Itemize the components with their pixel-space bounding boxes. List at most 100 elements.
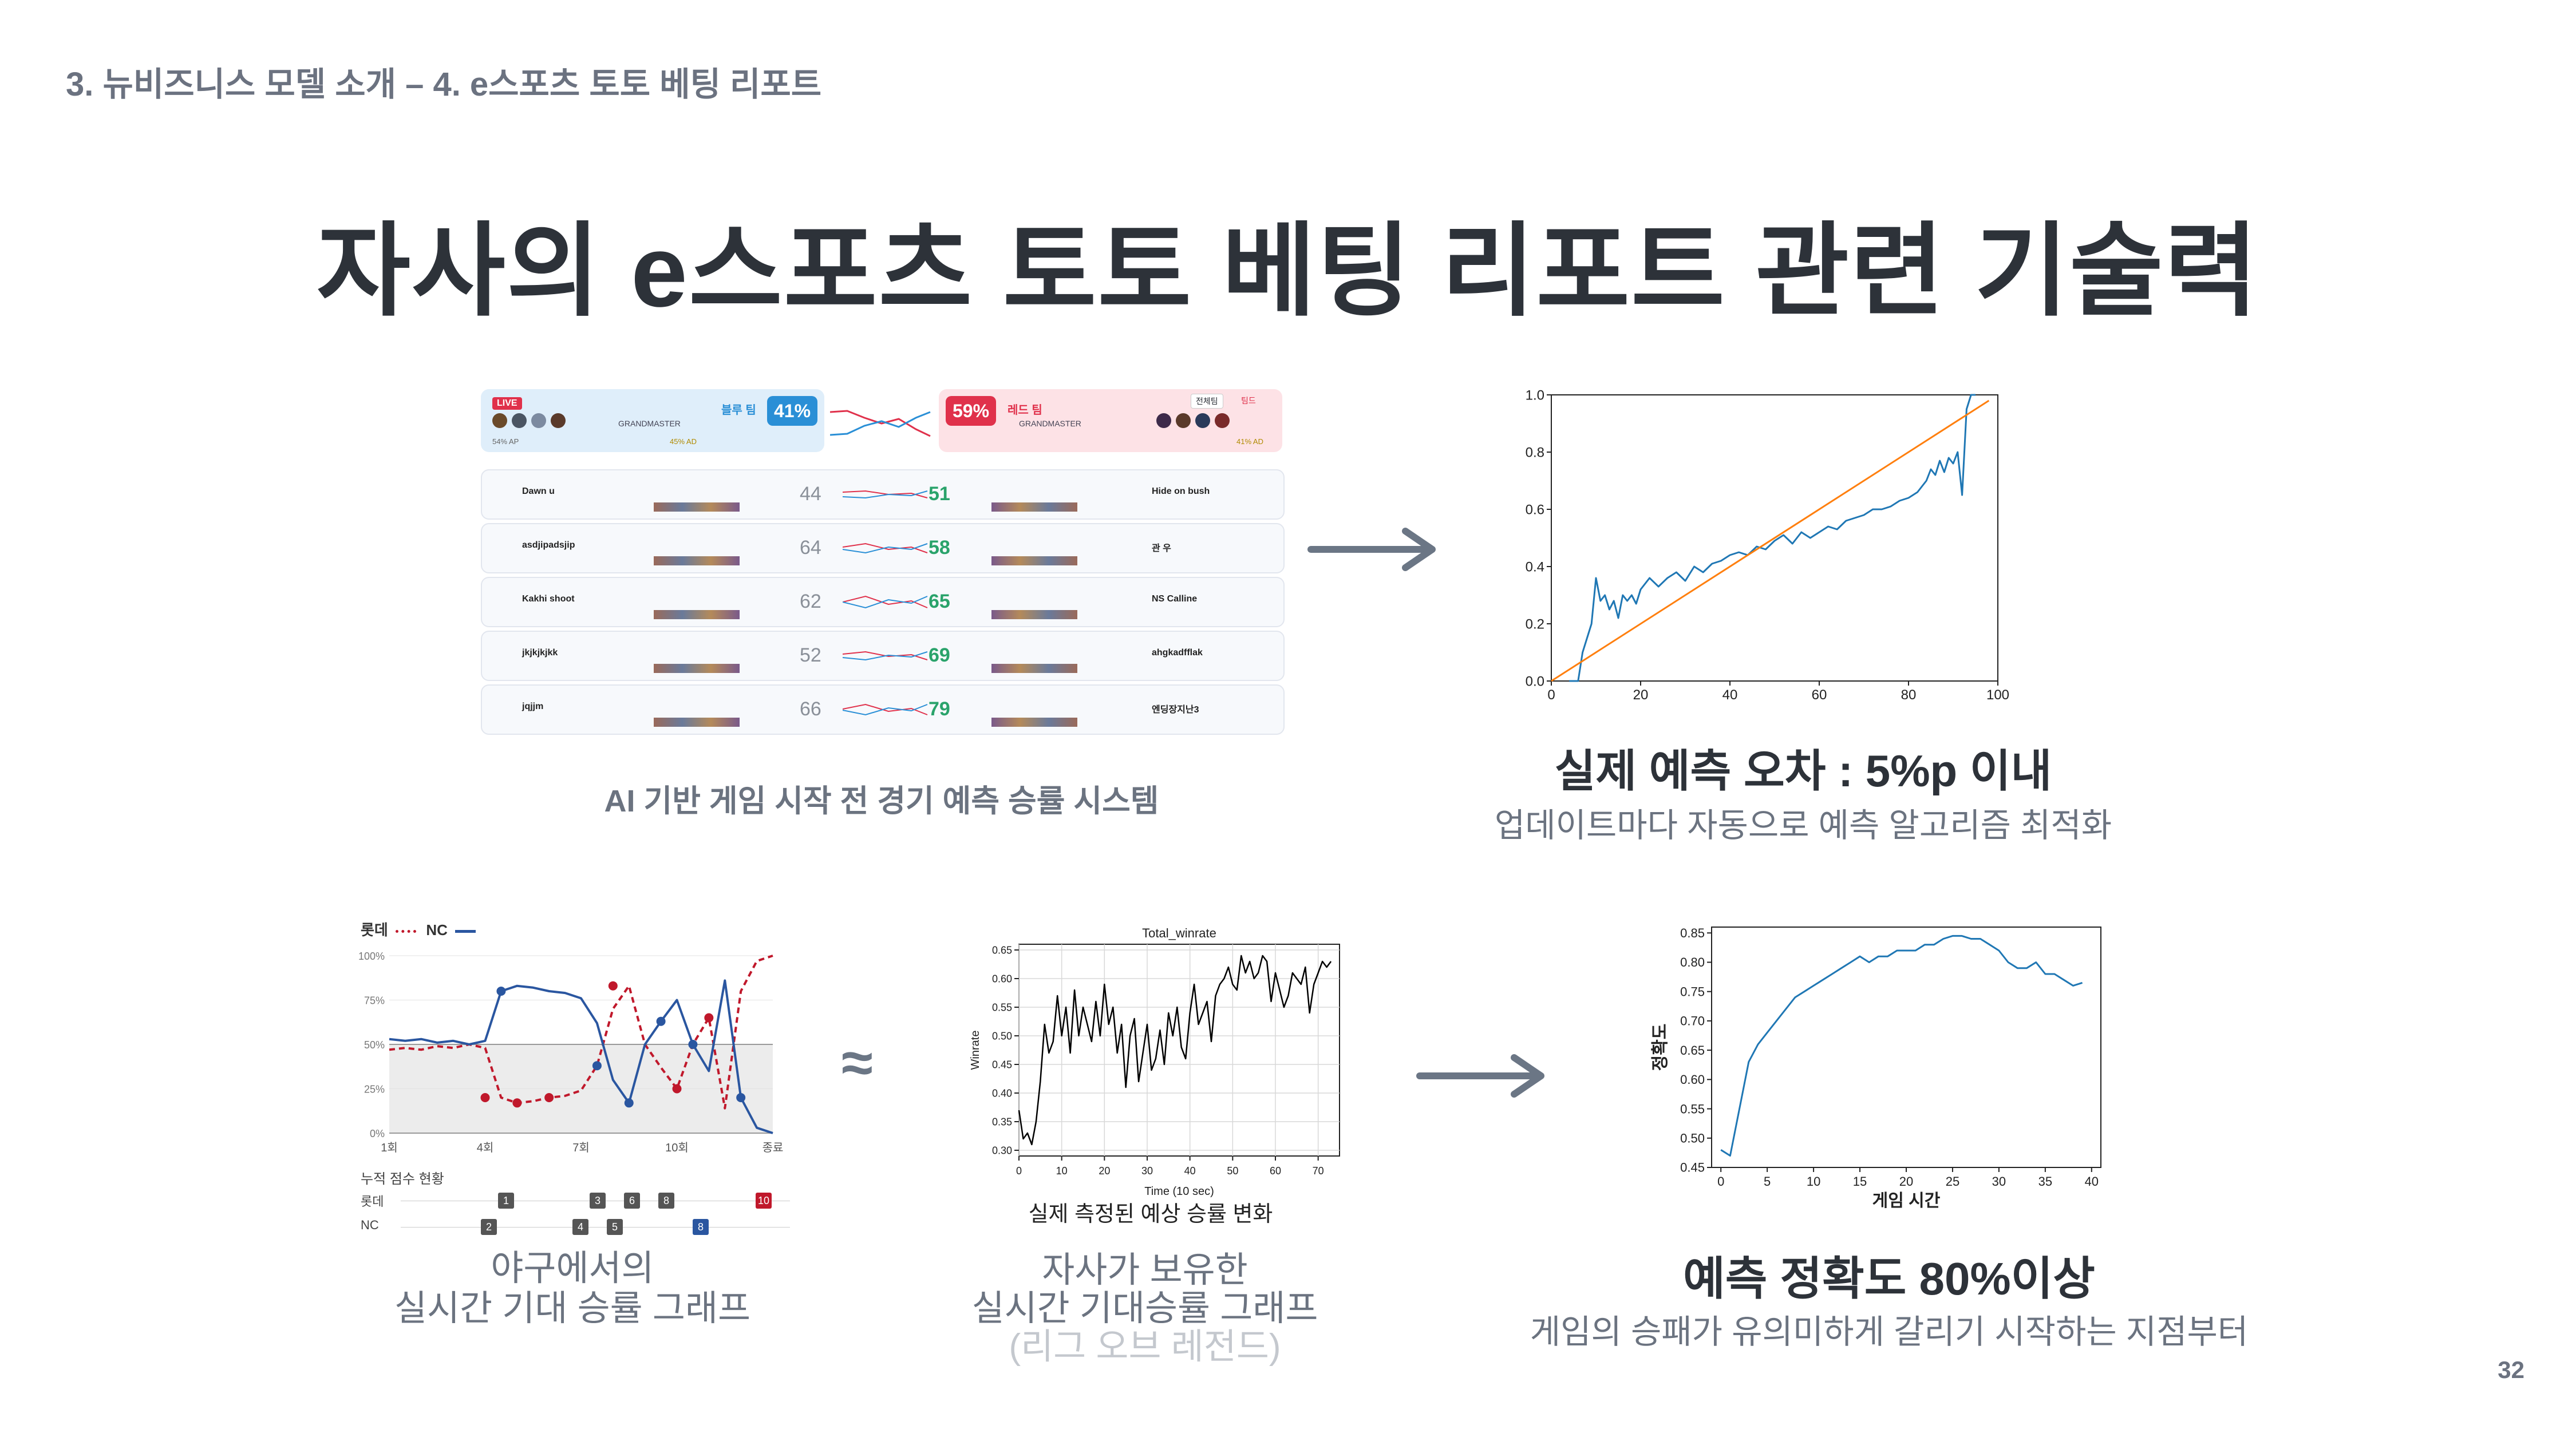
y-tick-label: 0.85 [1680, 926, 1705, 940]
x-axis-label: Time (10 sec) [1144, 1185, 1214, 1198]
red-tab-team[interactable]: 팀드 [1241, 396, 1256, 405]
total-caption-line2: 실시간 기대승률 그래프 [971, 1289, 1318, 1328]
nc-point [656, 1016, 666, 1026]
total-caption-line1: 자사가 보유한 [1042, 1250, 1248, 1290]
right-player-name: 관 우 [1152, 544, 1171, 553]
x-tick-label: 20 [1633, 687, 1649, 703]
red-team-tier: GRANDMASTER [1019, 419, 1081, 428]
y-tick-label: 0.65 [992, 944, 1012, 956]
score-box: 5 [607, 1219, 623, 1235]
row-blue-line [843, 543, 928, 554]
row-mini-graph [843, 595, 928, 609]
x-tick-label: 30 [1992, 1174, 2006, 1189]
x-axis-label: 게임 시간 [1872, 1191, 1941, 1210]
series-line [1569, 394, 1976, 682]
nc-point [624, 1098, 634, 1108]
left-item-bar [654, 664, 740, 673]
red-ad-stat: 41% AD [1236, 437, 1263, 446]
baseball-caption-line2: 실시간 기대 승률 그래프 [394, 1289, 751, 1328]
series-line [389, 979, 773, 1134]
score-box: 2 [481, 1219, 497, 1235]
x-tick-label: 60 [1270, 1165, 1281, 1177]
y-tick-label: 0.35 [992, 1116, 1012, 1127]
x-tick-label: 0 [1547, 687, 1555, 703]
y-tick-label: 50% [364, 1039, 385, 1051]
left-score: 66 [800, 698, 821, 720]
right-item-bar [991, 718, 1077, 727]
y-tick-label: 0.40 [992, 1087, 1012, 1099]
x-tick-label: 20 [1099, 1165, 1110, 1177]
player-row: jkjkjkjkk 52 69 ahgkadfflak [481, 631, 1285, 681]
row-red-line [843, 651, 928, 660]
error-caption-title: 실제 예측 오차 : 5%p 이내 [1554, 746, 2052, 796]
row-blue-line [843, 651, 928, 661]
x-tick-label: 0 [1016, 1165, 1022, 1177]
y-axis-label: 정확도 [1651, 1024, 1670, 1071]
row-red-line [843, 595, 928, 608]
nc-point [688, 1040, 698, 1049]
x-tick-label: 60 [1812, 687, 1827, 703]
y-tick-label: 0.65 [1680, 1043, 1705, 1058]
right-player-name: ahgkadfflak [1152, 648, 1203, 658]
x-tick-label: 5 [1764, 1174, 1771, 1189]
blue-team-name: 블루 팀 [721, 404, 756, 417]
right-score: 58 [929, 537, 950, 559]
lotte-point [512, 1098, 522, 1108]
left-player-name: jqjjm [522, 702, 544, 711]
y-tick-label: 1.0 [1526, 387, 1544, 403]
x-tick-label: 0 [1717, 1174, 1724, 1189]
blue-winrate-badge: 41% [767, 396, 817, 426]
right-item-bar [991, 664, 1077, 673]
right-item-bar [991, 502, 1077, 512]
chart-title: Total_winrate [1142, 926, 1216, 940]
nc-point [736, 1093, 746, 1102]
baseball-caption-line1: 야구에서의 [491, 1249, 654, 1288]
lotte-point [480, 1093, 490, 1102]
x-tick-label: 80 [1901, 687, 1917, 703]
right-item-bar [991, 556, 1077, 565]
left-item-bar [654, 610, 740, 619]
legend-lotte-line [396, 929, 417, 933]
player-rows: Dawn u 44 51 Hide on bush asdjipadsjip 64 58 관 … [481, 469, 1285, 738]
red-winrate-badge: 59% [946, 396, 996, 426]
row-blue-line [843, 704, 928, 716]
plot-frame [1711, 927, 2101, 1168]
nc-point [496, 987, 506, 996]
approx-symbol: ≈ [841, 1031, 873, 1095]
arrow-right-icon-2 [1416, 1054, 1544, 1098]
left-item-bar [654, 556, 740, 565]
page-number: 32 [2498, 1356, 2524, 1383]
left-score: 62 [800, 591, 821, 612]
arrow-right-icon [1307, 528, 1436, 571]
nc-point [592, 1061, 602, 1071]
right-score: 69 [929, 644, 950, 666]
x-tick-label: 1회 [381, 1141, 398, 1154]
score-team-b-line [401, 1227, 790, 1228]
player-row: asdjipadsjip 64 58 관 우 [481, 523, 1285, 573]
left-player-name: jkjkjkjkk [522, 648, 558, 658]
row-mini-graph [843, 490, 928, 499]
x-tick-label: 종료 [762, 1142, 784, 1154]
x-tick-label: 50 [1227, 1165, 1238, 1177]
series-line [1018, 955, 1332, 1146]
baseball-score-board: 누적 점수 현황 롯데 NC 1 3 6 8 10 2 4 5 8 [361, 1167, 796, 1242]
total-winrate-subcaption: 실제 측정된 예상 승률 변화 [1028, 1202, 1273, 1226]
legend-lotte-label: 롯데 [361, 921, 388, 939]
page-title: 자사의 e스포츠 토토 베팅 리포트 관련 기술력 [317, 214, 2259, 328]
x-tick-label: 15 [1853, 1174, 1867, 1189]
y-tick-label: 0.50 [992, 1030, 1012, 1042]
error-line-chart: 0 20 40 60 80 100 0.0 0.2 0.4 0.6 0.8 1.0 [1526, 387, 2009, 703]
red-tab-all[interactable]: 전체팀 [1191, 394, 1223, 409]
y-tick-label: 0.70 [1680, 1014, 1705, 1028]
row-red-line [843, 703, 928, 715]
score-team-a-label: 롯데 [361, 1194, 384, 1209]
right-score: 51 [929, 483, 950, 505]
player-row: jqjjm 66 79 엔딩장지난3 [481, 684, 1285, 735]
right-player-name: NS Calline [1152, 594, 1198, 604]
x-tick-label: 40 [1184, 1165, 1196, 1177]
left-score: 44 [800, 483, 821, 505]
row-blue-line [843, 490, 928, 499]
y-tick-label: 0.55 [1680, 1102, 1705, 1116]
total-winrate-chart: 0 10 20 30 40 50 60 70 0.30 0.35 0.40 0.45 0.50 0.55 0… [969, 926, 1340, 1198]
x-tick-label: 25 [1946, 1174, 1959, 1189]
